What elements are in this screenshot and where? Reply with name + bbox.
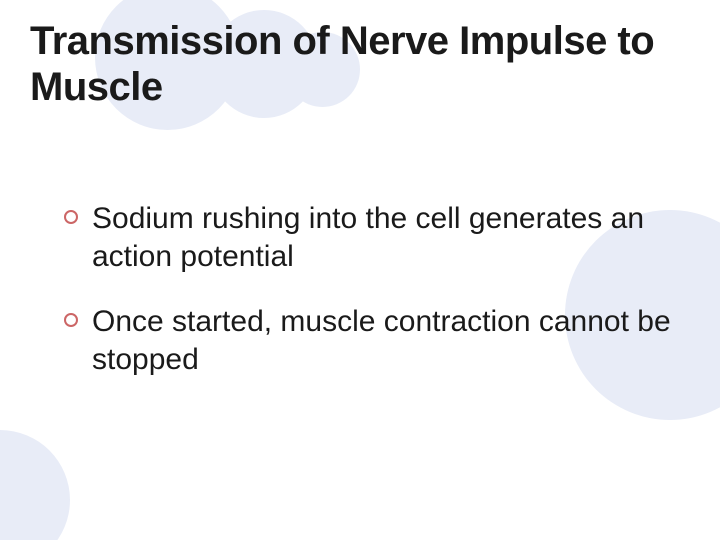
decorative-circle (0, 430, 70, 540)
list-item-text: Once started, muscle contraction cannot … (92, 303, 690, 378)
list-item: Once started, muscle contraction cannot … (64, 303, 690, 378)
bullet-list: Sodium rushing into the cell generates a… (30, 200, 690, 378)
bullet-circle-icon (64, 313, 78, 327)
list-item: Sodium rushing into the cell generates a… (64, 200, 690, 275)
slide-title: Transmission of Nerve Impulse to Muscle (30, 18, 690, 110)
list-item-text: Sodium rushing into the cell generates a… (92, 200, 690, 275)
bullet-circle-icon (64, 210, 78, 224)
slide-content: Transmission of Nerve Impulse to Muscle … (0, 0, 720, 378)
